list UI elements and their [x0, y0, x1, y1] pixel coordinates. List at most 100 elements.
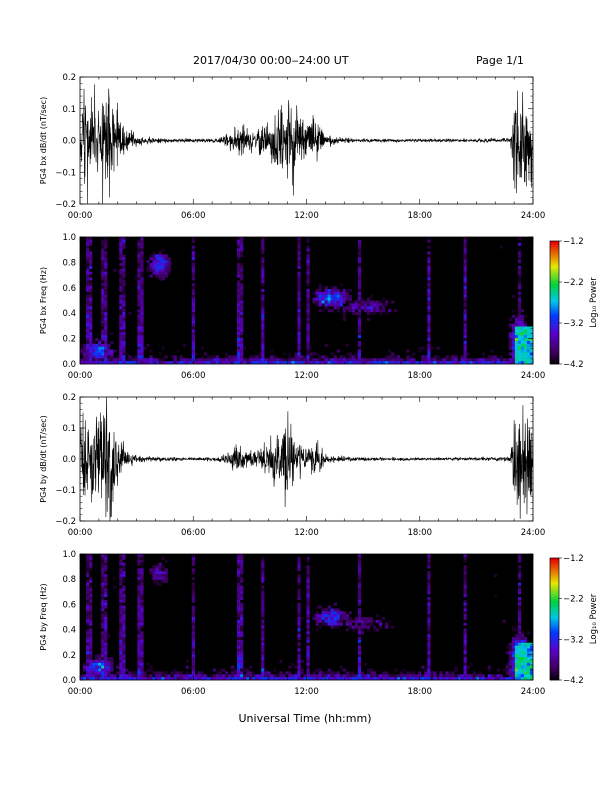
- spectrogram-cell: [119, 645, 123, 649]
- spectrogram-cell: [436, 346, 440, 350]
- spectrogram-cell: [197, 361, 201, 365]
- spectrogram-cell: [472, 671, 476, 675]
- spectrogram-cell: [122, 335, 126, 339]
- spectrogram-cell: [427, 271, 431, 275]
- spectrogram-cell: [240, 645, 244, 649]
- colorbar-swatch: [550, 265, 559, 268]
- spectrogram-cell: [523, 668, 528, 672]
- spectrogram-cell: [122, 562, 126, 566]
- colorbar-swatch: [550, 308, 559, 311]
- spectrogram-cell: [86, 271, 90, 275]
- spectrogram-cell: [333, 622, 337, 626]
- spectrogram-cell: [499, 245, 503, 249]
- spectrogram-cell: [318, 619, 322, 623]
- spectrogram-cell: [240, 596, 244, 601]
- spectrogram-cell: [119, 608, 123, 612]
- spectrogram-cell: [237, 588, 241, 592]
- spectrogram-cell: [122, 326, 126, 330]
- spectrogram-cell: [357, 265, 362, 269]
- spectrogram-cell: [104, 323, 108, 327]
- spectrogram-cell: [394, 677, 398, 681]
- spectrogram-cell: [517, 608, 522, 612]
- spectrogram-cell: [237, 554, 241, 558]
- spectrogram-cell: [529, 648, 534, 652]
- spectrogram-cell: [297, 248, 301, 252]
- spectrogram-cell: [137, 591, 141, 595]
- spectrogram-cell: [526, 668, 531, 672]
- y-tick-label: −0.2: [55, 200, 76, 210]
- spectrogram-cell: [306, 614, 310, 618]
- spectrogram-cell: [321, 671, 325, 675]
- spectrogram-cell: [327, 291, 331, 295]
- spectrogram-cell: [300, 671, 304, 675]
- spectrogram-cell: [339, 674, 343, 678]
- spectrogram-cell: [436, 358, 440, 362]
- spectrogram-cell: [86, 274, 90, 278]
- spectrogram-cell: [324, 358, 328, 362]
- spectrogram-cell: [89, 323, 93, 327]
- spectrogram-cell: [285, 361, 289, 365]
- spectrogram-cell: [508, 358, 513, 362]
- spectrogram-cell: [318, 355, 322, 359]
- spectrogram-cell: [191, 654, 195, 658]
- spectrogram-cell: [297, 665, 301, 669]
- spectrogram-cell: [406, 671, 410, 675]
- spectrogram-cell: [490, 677, 494, 681]
- spectrogram-cell: [360, 361, 365, 365]
- spectrogram-cell: [517, 668, 522, 672]
- spectrogram-cell: [333, 617, 337, 621]
- spectrogram-cell: [297, 283, 301, 287]
- spectrogram-cell: [237, 677, 241, 681]
- spectrogram-cell: [306, 608, 310, 612]
- colorbar-swatch: [550, 306, 559, 309]
- spectrogram-cell: [333, 611, 337, 615]
- spectrogram-cell: [261, 349, 265, 353]
- spectrogram-cell: [333, 288, 337, 293]
- colorbar-swatch: [550, 339, 559, 342]
- spectrogram-cell: [511, 335, 516, 339]
- spectrogram-cell: [523, 335, 528, 339]
- spectrogram-cell: [161, 674, 165, 678]
- spectrogram-cell: [95, 677, 99, 681]
- spectrogram-cell: [418, 671, 422, 675]
- spectrogram-cell: [215, 674, 220, 678]
- spectrogram-cell: [191, 639, 195, 643]
- spectrogram-cell: [363, 306, 368, 310]
- spectrogram-cell: [336, 300, 340, 304]
- spectrogram-cell: [279, 671, 283, 675]
- spectrogram-cell: [261, 251, 265, 255]
- colorbar-swatch: [550, 633, 559, 636]
- spectrogram-cell: [264, 668, 268, 672]
- spectrogram-cell: [514, 639, 519, 643]
- spectrogram-cell: [288, 665, 292, 669]
- spectrogram-cell: [442, 361, 446, 365]
- spectrogram-cell: [188, 674, 192, 678]
- spectrogram-cell: [463, 280, 467, 284]
- spectrogram-cell: [375, 306, 380, 310]
- spectrogram-cell: [86, 260, 90, 264]
- spectrogram-cell: [107, 343, 111, 347]
- spectrogram-cell: [164, 568, 168, 572]
- spectrogram-cell: [508, 668, 513, 672]
- spectrogram-cell: [306, 340, 310, 344]
- spectrogram-cell: [511, 343, 516, 347]
- spectrogram-cell: [505, 662, 510, 666]
- spectrogram-cell: [517, 628, 522, 632]
- spectrogram-cell: [137, 254, 141, 258]
- spectrogram-cell: [101, 245, 105, 249]
- spectrogram-cell: [366, 674, 371, 678]
- spectrogram-cell: [237, 251, 241, 255]
- spectrogram-cell: [170, 355, 174, 359]
- spectrogram-cell: [418, 349, 422, 353]
- spectrogram-cell: [95, 352, 99, 356]
- spectrogram-cell: [297, 314, 301, 319]
- spectrogram-cell: [496, 674, 500, 678]
- spectrogram-cell: [140, 332, 144, 336]
- spectrogram-cell: [212, 677, 217, 681]
- spectrogram-cell: [315, 605, 319, 609]
- spectrogram-cell: [523, 654, 528, 658]
- spectrogram-cell: [86, 608, 90, 612]
- spectrogram-cell: [297, 251, 301, 255]
- colorbar-swatch: [550, 671, 559, 675]
- spectrogram-cell: [237, 332, 241, 336]
